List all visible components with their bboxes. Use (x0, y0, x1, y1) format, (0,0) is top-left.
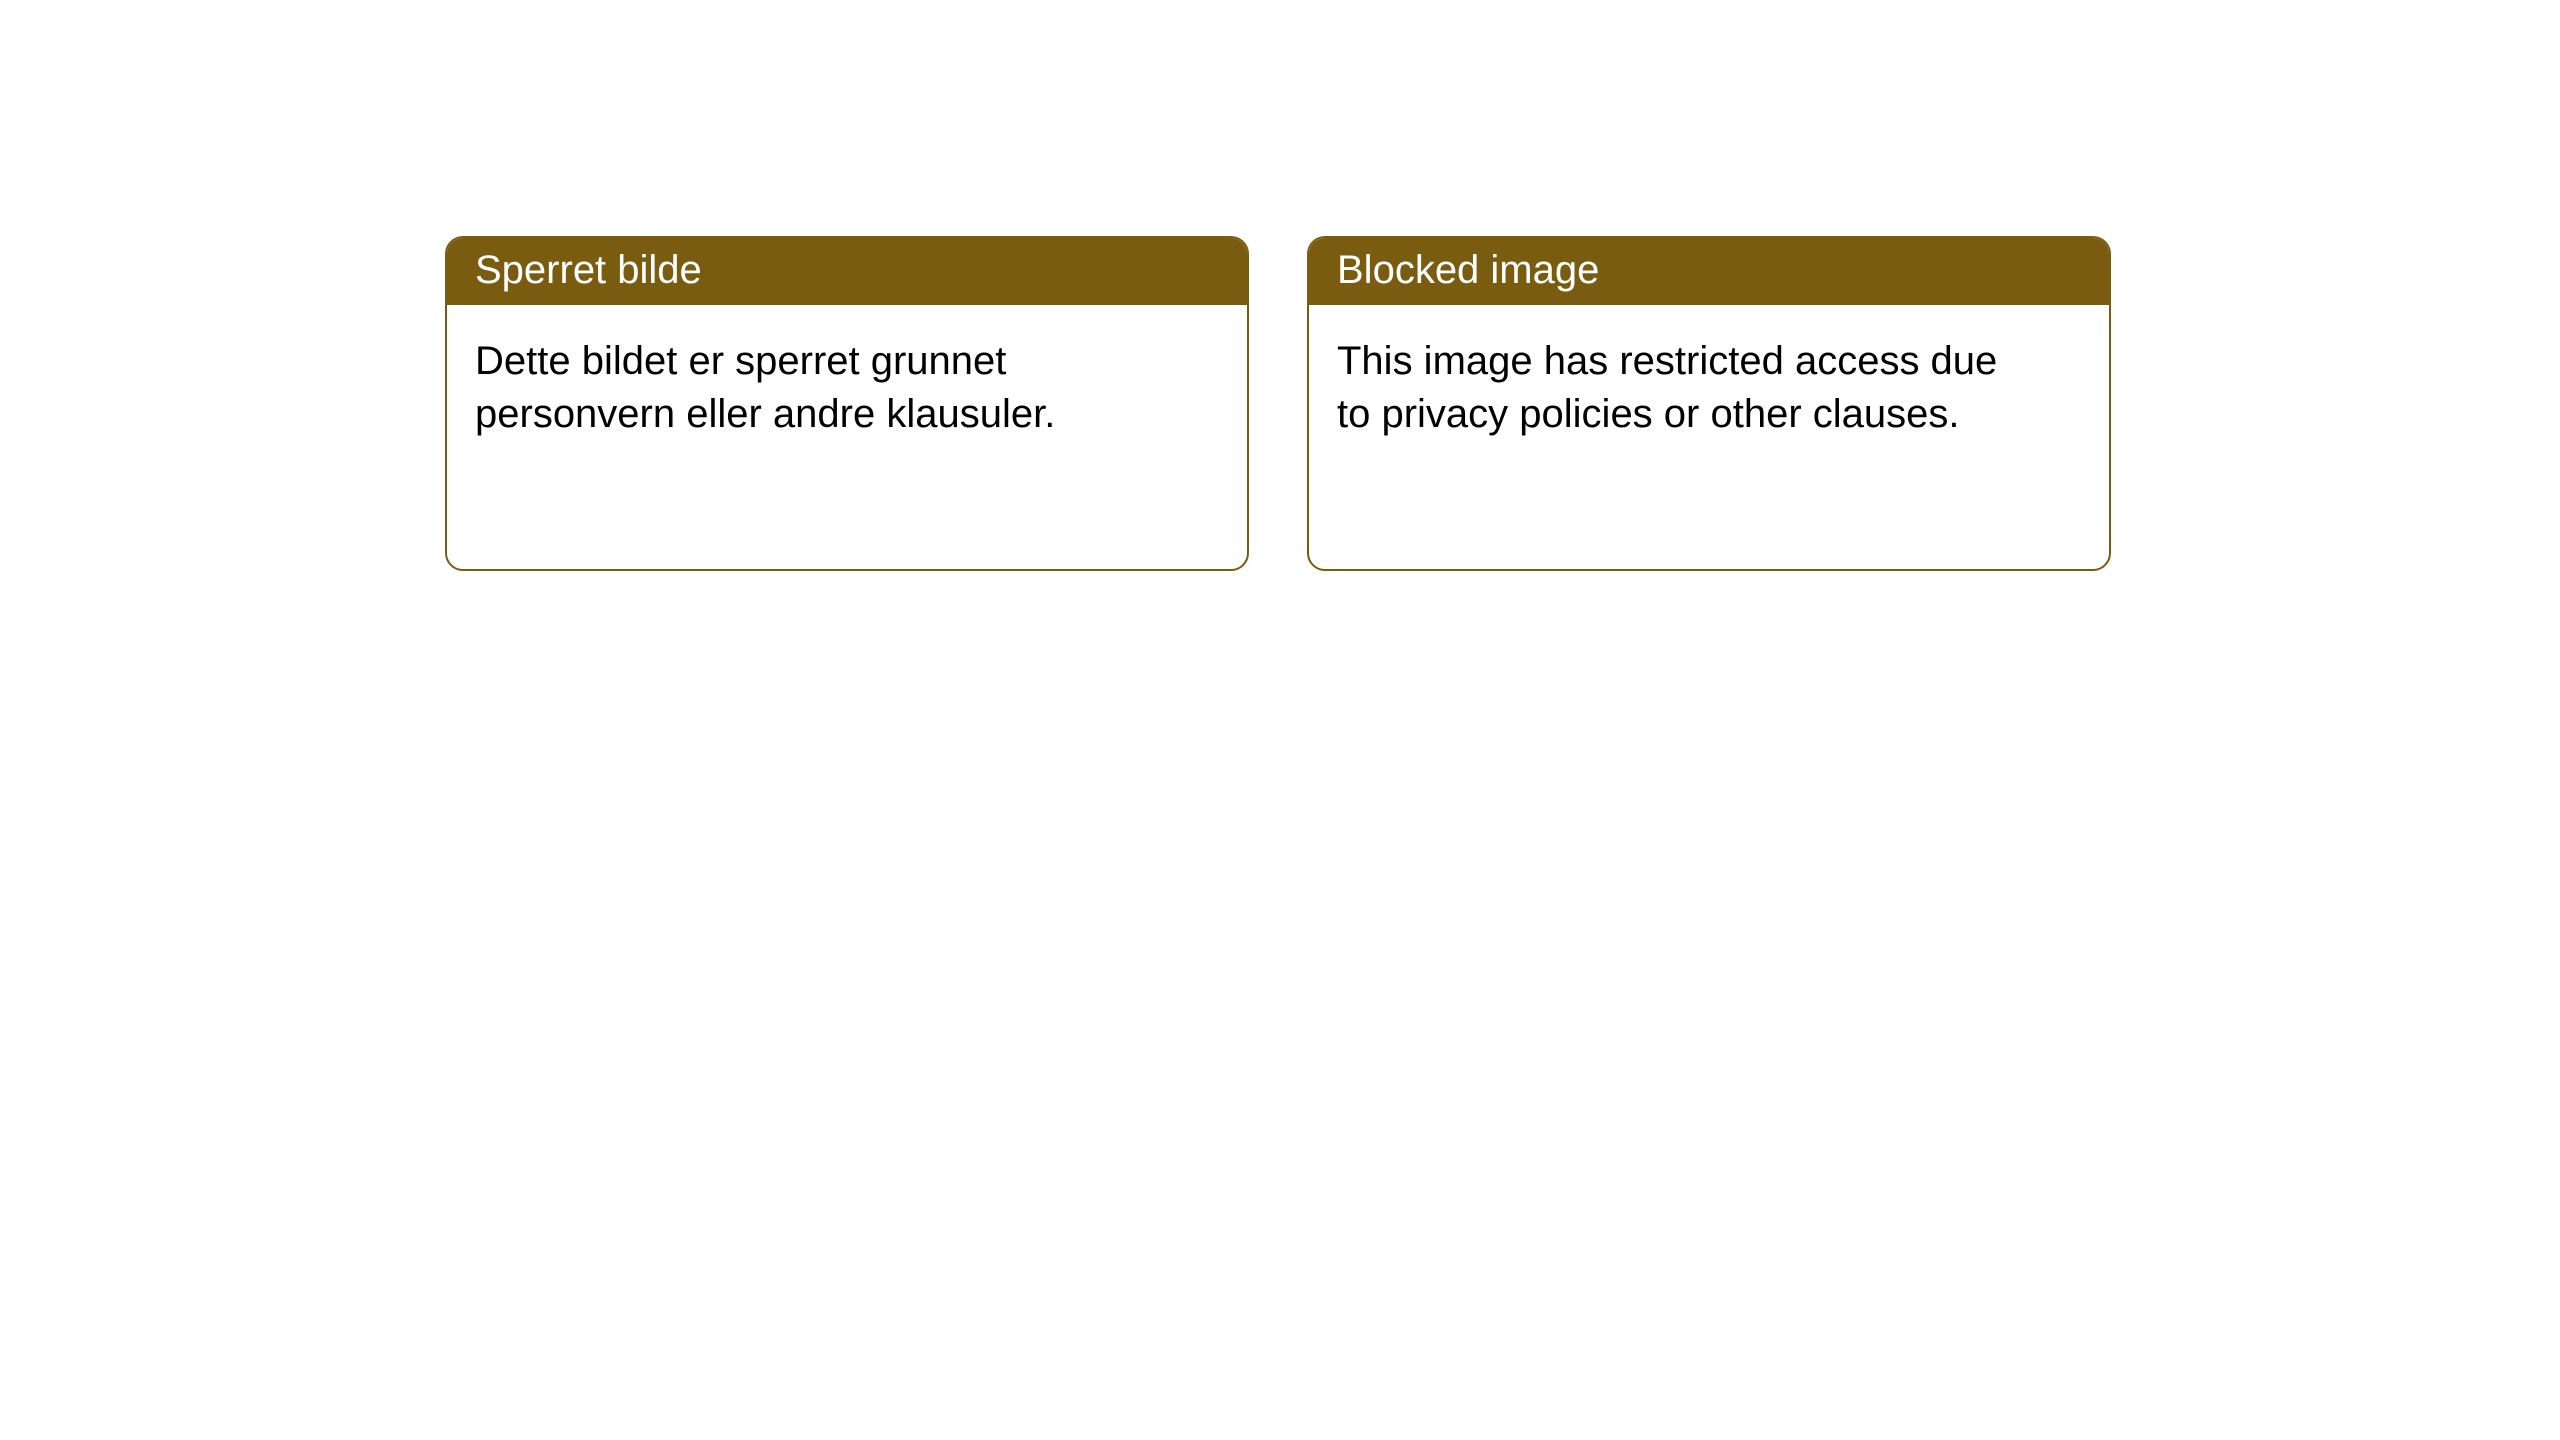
notice-cards-container: Sperret bilde Dette bildet er sperret gr… (445, 236, 2111, 571)
notice-card-title: Sperret bilde (447, 238, 1247, 305)
notice-card-english: Blocked image This image has restricted … (1307, 236, 2111, 571)
notice-card-body: Dette bildet er sperret grunnet personve… (447, 305, 1167, 471)
notice-card-norwegian: Sperret bilde Dette bildet er sperret gr… (445, 236, 1249, 571)
notice-card-body: This image has restricted access due to … (1309, 305, 2029, 471)
notice-card-title: Blocked image (1309, 238, 2109, 305)
